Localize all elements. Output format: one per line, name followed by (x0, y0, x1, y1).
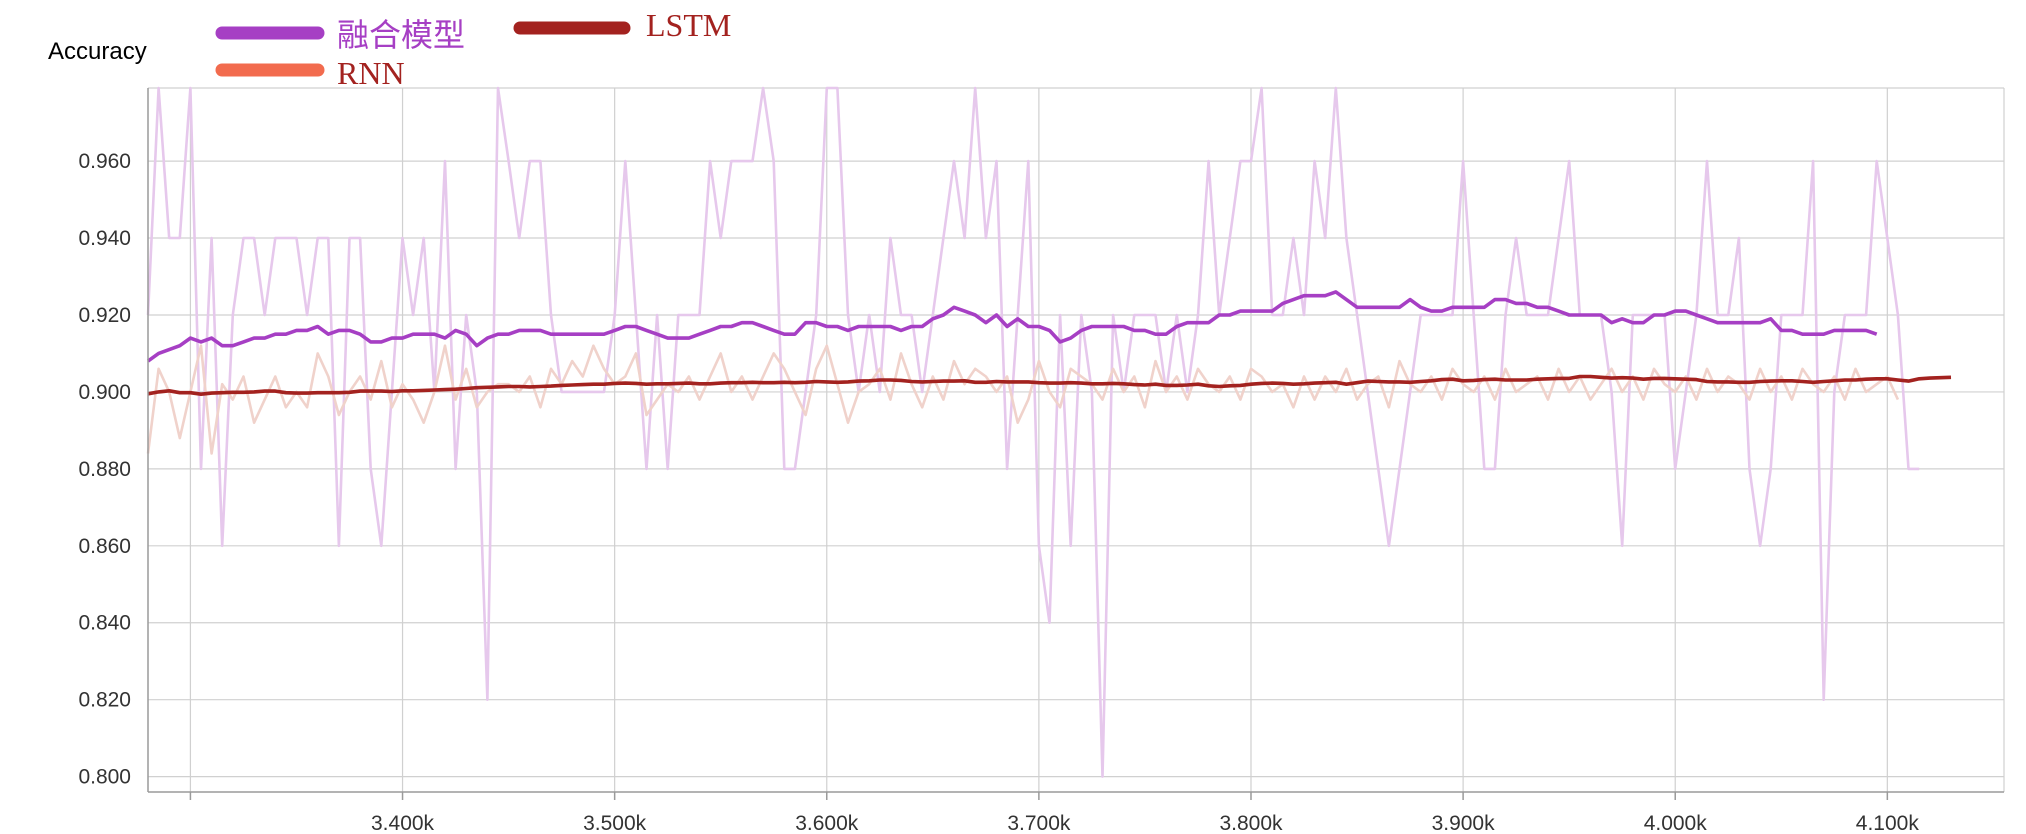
smoothed-line (147, 374, 1952, 396)
y-tick-label: 0.880 (78, 458, 131, 481)
x-tick-label: 3.600k (795, 812, 859, 834)
x-tick-label: 4.100k (1856, 812, 1920, 834)
y-tick-label: 0.960 (78, 150, 131, 173)
y-tick-label: 0.920 (78, 304, 131, 327)
x-tick-label: 4.000k (1644, 812, 1708, 834)
raw-line (146, 344, 1900, 455)
smoothed-series-lines (146, 290, 1952, 396)
x-tick-label: 3.400k (371, 812, 435, 834)
raw-line (146, 86, 1920, 778)
legend-label: RNN (337, 55, 405, 91)
y-tick-label: 0.940 (78, 227, 131, 250)
y-tick-label: 0.840 (78, 612, 131, 635)
x-tick-label: 3.800k (1219, 812, 1283, 834)
y-tick-label: 0.900 (78, 381, 131, 404)
y-axis-tick-labels: 0.800 0.820 0.840 0.860 0.880 0.900 0.920 0.940… (78, 150, 131, 789)
y-tick-label: 0.800 (78, 766, 131, 789)
x-tick-label: 3.900k (1432, 812, 1496, 834)
chart-title: Accuracy (48, 38, 147, 65)
x-tick-label: 3.500k (583, 812, 647, 834)
smoothed-line (146, 290, 1878, 363)
x-tick-label: 3.700k (1007, 812, 1071, 834)
raw-series-lines (146, 86, 1920, 778)
y-tick-label: 0.820 (78, 689, 131, 712)
legend-label: 融合模型 (337, 17, 465, 53)
x-axis-tick-labels: 3.400k 3.500k 3.600k 3.700k 3.800k 3.900k 4.00… (371, 812, 1919, 834)
y-tick-label: 0.860 (78, 535, 131, 558)
x-axis (147, 88, 2004, 800)
legend-label: LSTM (646, 7, 731, 43)
